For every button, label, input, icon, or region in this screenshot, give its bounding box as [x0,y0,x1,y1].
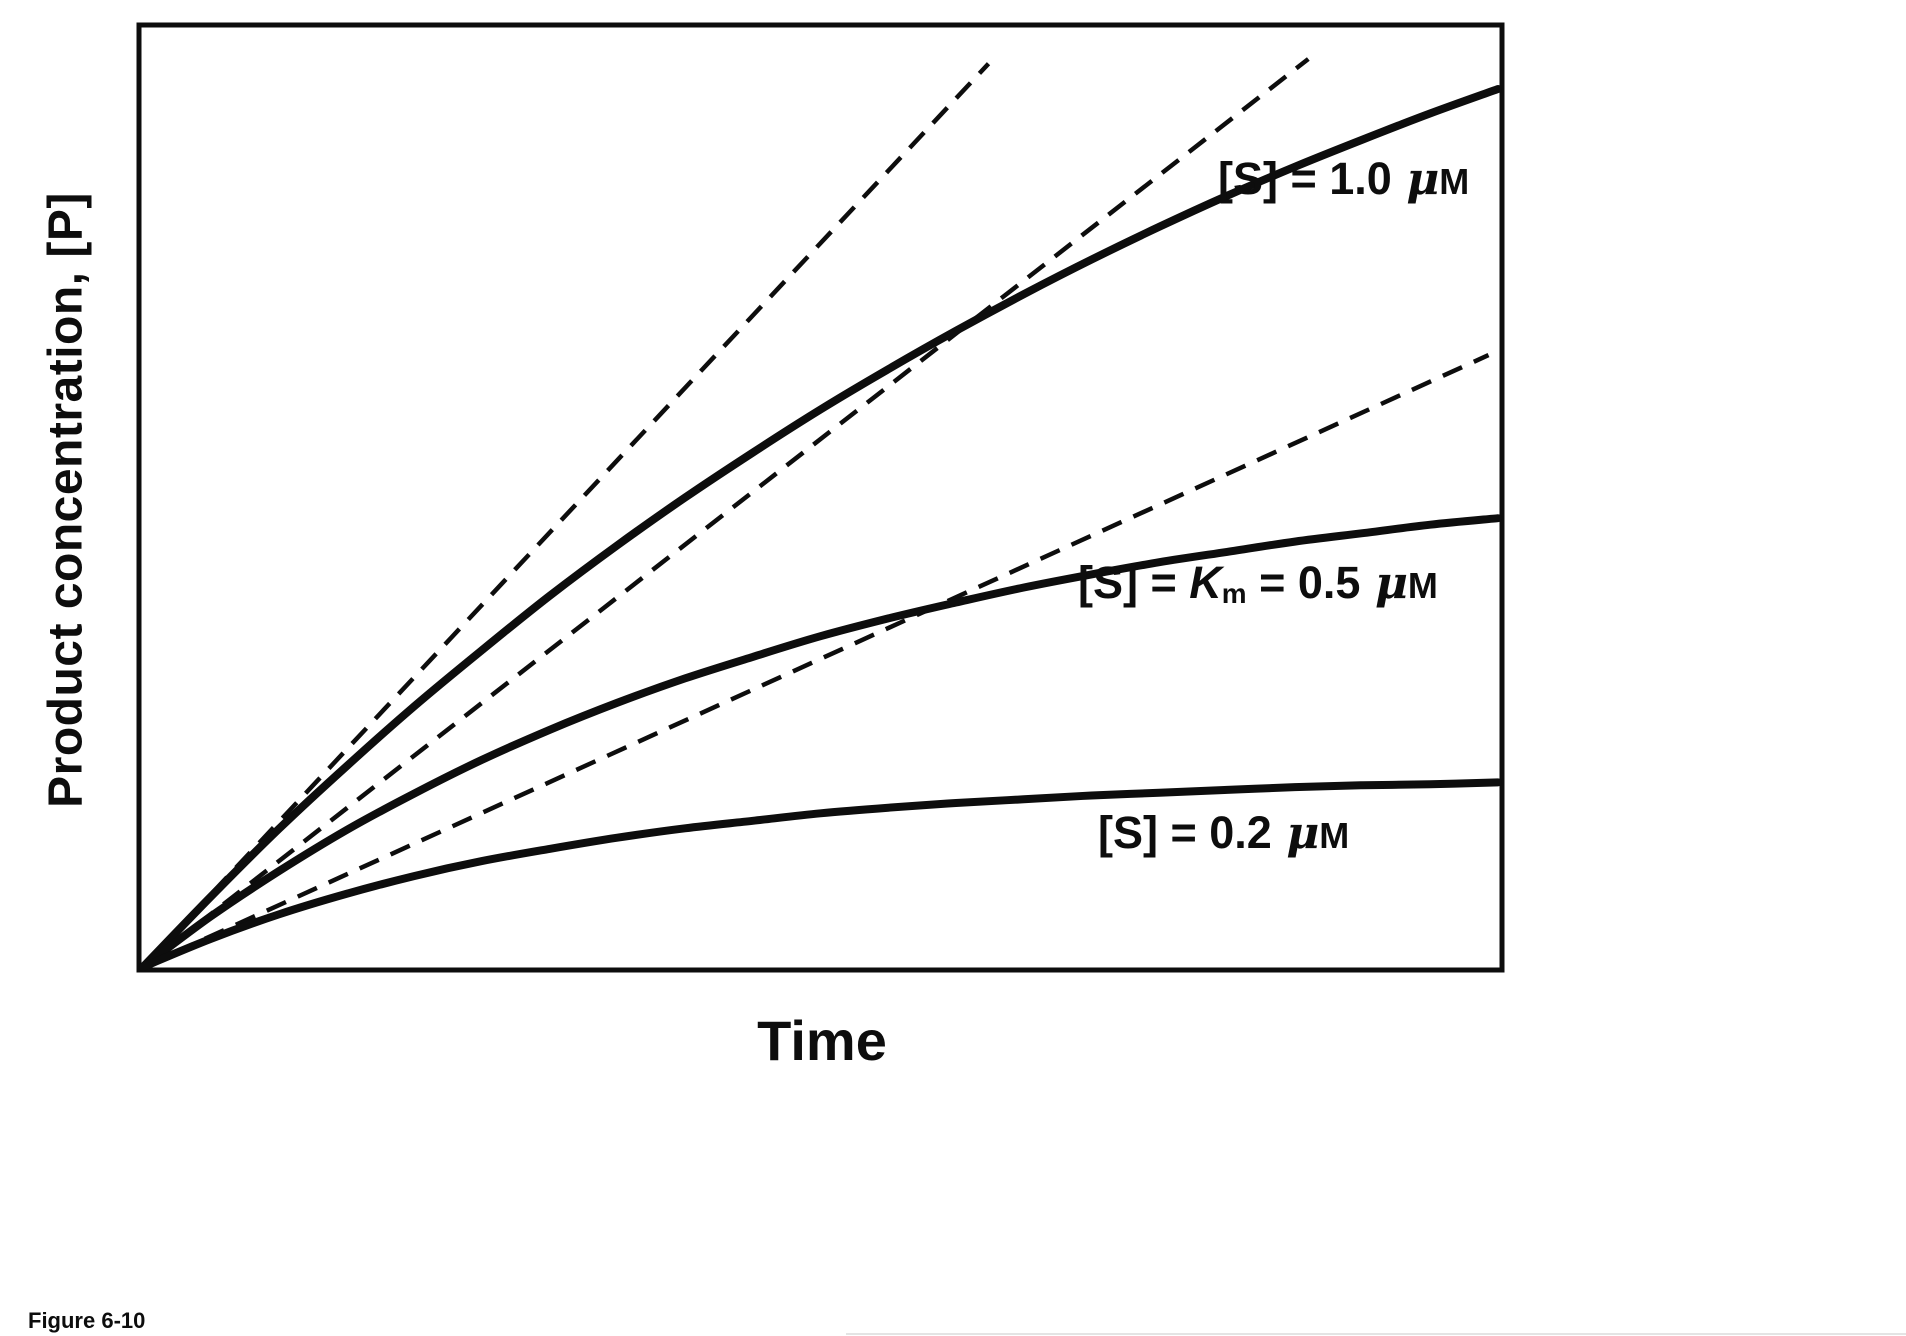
label-text: [S] = 0.2 [1098,807,1285,858]
progress-curve-4 [139,85,1502,971]
label-text: = 0.5 [1246,557,1373,608]
tangent-line-2 [141,57,1310,969]
molar-unit: M [1319,815,1351,856]
tangent-line-3 [142,353,1490,970]
mu-symbol: μ [1374,556,1408,609]
mu-symbol: μ [1406,152,1440,205]
x-axis-label: Time [757,1009,887,1072]
label-text: [S] = [1078,557,1190,608]
curve-label-s-1.0: [S] = 1.0 μM [1218,152,1470,205]
y-axis-label: Product concentration, [P] [39,192,93,808]
label-text: [S] = 1.0 [1218,153,1405,204]
figure-caption: Figure 6-10 [28,1308,146,1333]
tangent-line-1 [141,62,991,969]
progress-curve-5 [139,514,1502,971]
plot-frame [136,22,1505,973]
curve-label-s-0.2: [S] = 0.2 μM [1098,806,1350,859]
molar-unit: M [1439,161,1471,202]
mu-symbol: μ [1286,806,1320,859]
km-variable: K [1189,557,1222,608]
molar-unit: M [1407,565,1439,606]
km-subscript: m [1221,578,1247,610]
progress-curve-6 [139,778,1502,971]
curve-label-s-km-0.5: [S] = Km = 0.5 μM [1078,556,1439,609]
page-edge-line [846,1333,1906,1335]
